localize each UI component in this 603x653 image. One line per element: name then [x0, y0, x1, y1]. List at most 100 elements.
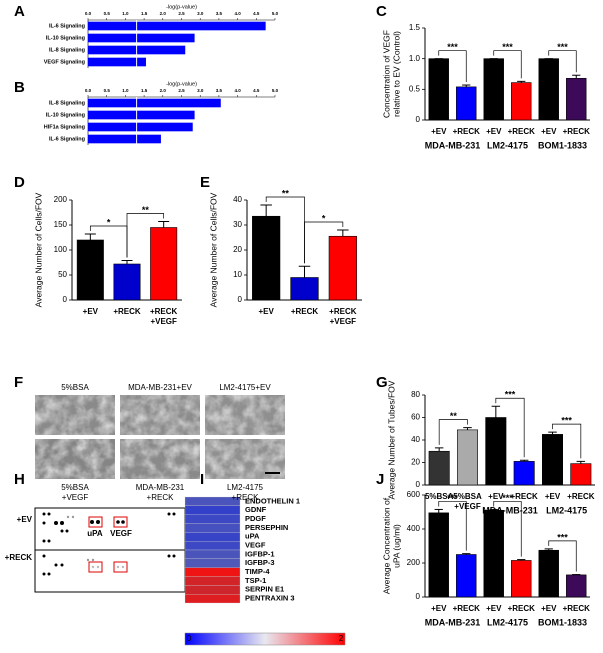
- y-tick-label: 0: [416, 115, 421, 124]
- x-tick-label: +EV: [545, 492, 561, 501]
- bar: [328, 235, 357, 301]
- micrograph-label: 5%BSA: [61, 383, 89, 392]
- bar: [88, 33, 195, 43]
- y-tick-label: 0: [416, 592, 421, 601]
- panel-letter: J: [376, 471, 384, 488]
- significance-label: ***: [505, 390, 516, 400]
- x-tick-label: +RECK: [508, 604, 536, 613]
- y-tick-label: 0: [63, 295, 68, 304]
- y-tick-label: 50: [58, 270, 67, 279]
- panel-letter: E: [200, 174, 210, 191]
- row-label: IGFBP-1: [245, 549, 275, 558]
- heatmap-cell: [184, 558, 241, 568]
- y-axis-label: Concentration of VEGF: [381, 30, 391, 118]
- bar: [570, 463, 592, 486]
- significance-bracket: [548, 540, 577, 572]
- micrograph-label: +RECK: [147, 493, 175, 502]
- array-row-label: +EV: [17, 515, 33, 524]
- x-tick-label: 2.0: [160, 88, 167, 93]
- x-tick-label: 3.0: [197, 11, 204, 16]
- y-tick-label: 10: [233, 270, 242, 279]
- heatmap-cell: [184, 585, 241, 595]
- category-label: IL-6 Signaling: [49, 23, 85, 29]
- y-tick-label: 150: [54, 220, 68, 229]
- x-tick-label: +EV: [431, 127, 447, 136]
- significance-label: ***: [502, 42, 513, 52]
- group-label: LM2-4175: [487, 140, 528, 150]
- y-tick-label: 200: [407, 558, 421, 567]
- micrograph-label: LM2-4175: [227, 483, 264, 492]
- row-label: ENDOTHELIN 1: [245, 496, 300, 505]
- bar: [485, 417, 507, 486]
- x-tick-label: +EV: [431, 604, 447, 613]
- bar: [76, 239, 104, 301]
- group-label: BOM1-1833: [538, 617, 587, 627]
- x-tick-label: +RECK: [508, 127, 536, 136]
- significance-bracket: [304, 221, 344, 264]
- bar: [513, 461, 535, 486]
- significance-bracket: [495, 397, 525, 458]
- row-label: VEGF: [245, 541, 266, 550]
- category-label: VEGF Signaling: [44, 59, 85, 65]
- x-tick-label: +VEGF: [330, 317, 357, 326]
- y-tick-label: 0.5: [409, 84, 421, 93]
- y-axis-label: Average Number of Tubes/FOV: [386, 380, 396, 499]
- x-tick-label: +RECK: [291, 307, 319, 316]
- colorbar-tick-label: 2: [339, 634, 344, 643]
- bar: [113, 263, 141, 301]
- y-axis-label: Average Number of Cells/FOV: [208, 192, 218, 307]
- bar: [150, 227, 178, 301]
- panel-letter: I: [200, 471, 204, 488]
- x-tick-label: 1.0: [122, 11, 129, 16]
- bar: [483, 509, 504, 598]
- x-tick-label: 3.5: [216, 11, 223, 16]
- x-tick-label: +RECK: [567, 492, 595, 501]
- panel-letter: D: [14, 174, 25, 191]
- x-tick-label: +RECK: [510, 492, 538, 501]
- bar: [88, 134, 161, 144]
- x-tick-label: 5.0: [272, 11, 279, 16]
- heatmap-cell: [184, 576, 241, 586]
- x-tick-label: +EV: [541, 127, 557, 136]
- y-tick-label: 100: [54, 245, 68, 254]
- x-tick-label: +EV: [258, 307, 274, 316]
- significance-label: **: [142, 205, 150, 215]
- x-tick-label: 2.0: [160, 11, 167, 16]
- row-label: SERPIN E1: [245, 585, 284, 594]
- x-axis-label: -log(p-value): [166, 81, 197, 87]
- significance-label: *: [322, 213, 326, 223]
- micrographs: [35, 395, 285, 479]
- x-tick-label: 3.5: [216, 88, 223, 93]
- bar: [290, 277, 319, 301]
- panel-letter: G: [376, 374, 388, 391]
- micrograph-label: +VEGF: [62, 493, 89, 502]
- y-axis-label: relative to EV (Control): [391, 31, 401, 117]
- x-tick-label: +EV: [83, 307, 99, 316]
- x-tick-label: 3.0: [197, 88, 204, 93]
- category-label: HIF1a Signaling: [44, 124, 85, 130]
- significance-bracket: [493, 50, 522, 79]
- x-tick-label: 0.5: [104, 11, 111, 16]
- group-label: MDA-MB-231: [425, 617, 481, 627]
- group-label: LM2-4175: [487, 617, 528, 627]
- significance-label: ***: [561, 416, 572, 426]
- category-label: IL-10 Signaling: [46, 35, 85, 41]
- bar: [541, 434, 563, 486]
- significance-label: **: [282, 188, 290, 198]
- bar: [428, 450, 450, 486]
- significance-bracket: [438, 50, 467, 83]
- row-label: PDGF: [245, 514, 266, 523]
- x-tick-label: +RECK: [113, 307, 141, 316]
- y-tick-label: 20: [411, 458, 420, 467]
- significance-bracket: [438, 419, 468, 445]
- panel-letter: H: [14, 471, 25, 488]
- x-tick-label: +RECK: [329, 307, 357, 316]
- bar: [456, 86, 477, 121]
- x-tick-label: 0.0: [85, 88, 92, 93]
- micrograph-label: +RECK: [232, 493, 260, 502]
- row-label: PENTRAXIN 3: [245, 594, 295, 603]
- bar: [88, 98, 221, 108]
- panel-letter: A: [14, 3, 25, 20]
- x-tick-label: 1.5: [141, 11, 148, 16]
- bar: [88, 57, 146, 67]
